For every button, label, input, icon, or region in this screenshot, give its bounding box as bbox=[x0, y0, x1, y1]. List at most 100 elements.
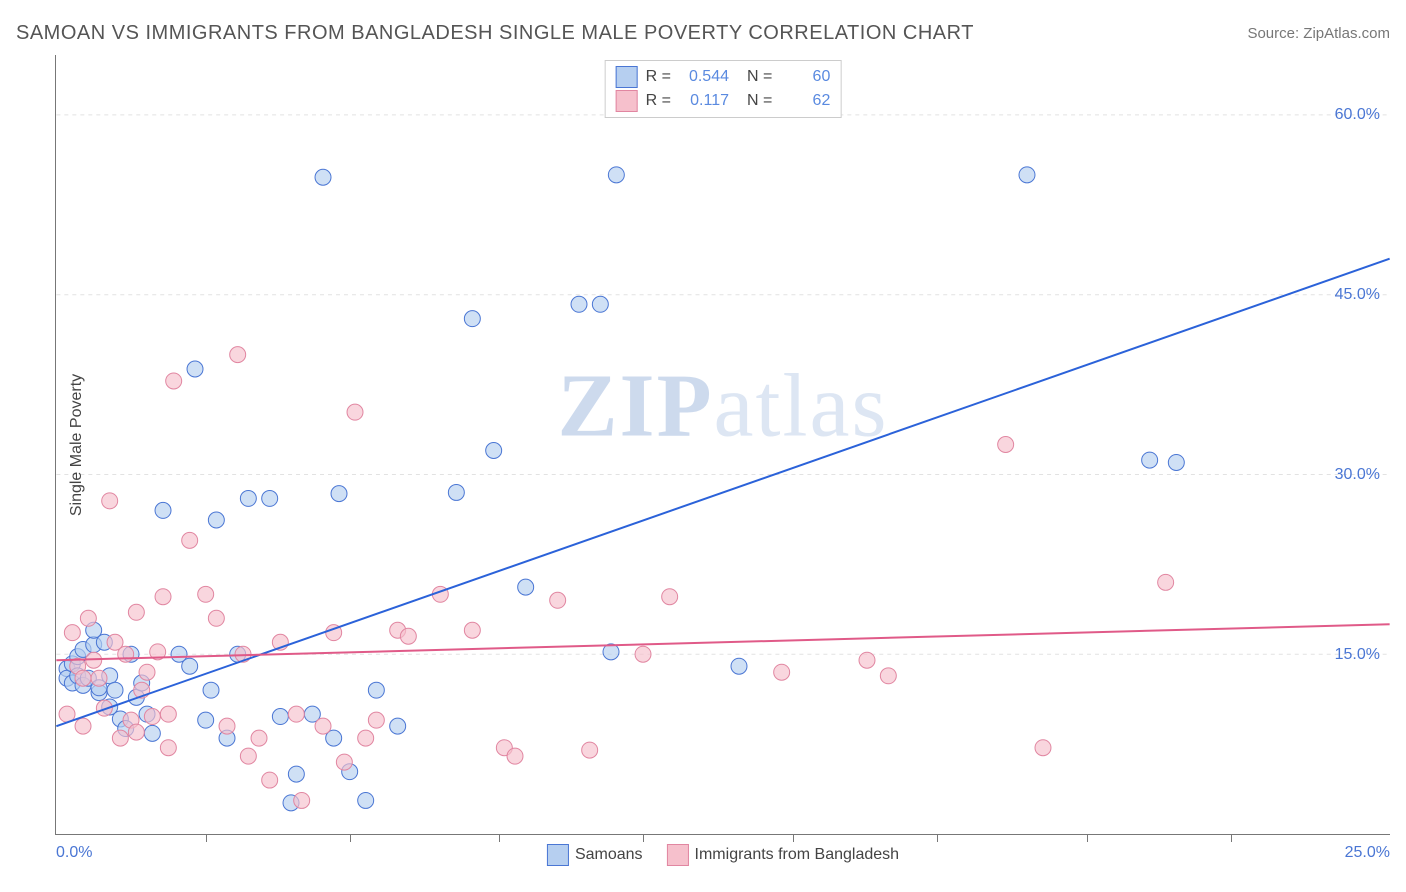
scatter-point-samoans bbox=[358, 792, 374, 808]
scatter-point-samoans bbox=[486, 443, 502, 459]
scatter-point-samoans bbox=[203, 682, 219, 698]
scatter-point-samoans bbox=[731, 658, 747, 674]
trend-line-samoans bbox=[56, 259, 1389, 726]
scatter-point-bangladesh bbox=[208, 610, 224, 626]
scatter-point-bangladesh bbox=[182, 532, 198, 548]
scatter-point-samoans bbox=[448, 484, 464, 500]
scatter-point-bangladesh bbox=[662, 589, 678, 605]
n-value-bangladesh: 62 bbox=[780, 89, 830, 113]
scatter-point-samoans bbox=[187, 361, 203, 377]
scatter-point-bangladesh bbox=[144, 709, 160, 725]
scatter-point-bangladesh bbox=[64, 625, 80, 641]
y-tick-label: 60.0% bbox=[1335, 106, 1380, 124]
scatter-point-bangladesh bbox=[859, 652, 875, 668]
scatter-point-bangladesh bbox=[240, 748, 256, 764]
scatter-point-bangladesh bbox=[262, 772, 278, 788]
scatter-point-bangladesh bbox=[75, 670, 91, 686]
scatter-point-samoans bbox=[1168, 454, 1184, 470]
x-tick-mark bbox=[1231, 834, 1232, 842]
source-attribution: Source: ZipAtlas.com bbox=[1247, 25, 1390, 42]
scatter-point-bangladesh bbox=[880, 668, 896, 684]
x-tick-mark bbox=[1087, 834, 1088, 842]
scatter-point-bangladesh bbox=[139, 664, 155, 680]
scatter-point-samoans bbox=[571, 296, 587, 312]
scatter-point-bangladesh bbox=[358, 730, 374, 746]
scatter-point-samoans bbox=[518, 579, 534, 595]
scatter-point-bangladesh bbox=[198, 586, 214, 602]
scatter-point-bangladesh bbox=[118, 646, 134, 662]
x-tick-mark bbox=[350, 834, 351, 842]
scatter-point-bangladesh bbox=[294, 792, 310, 808]
scatter-point-samoans bbox=[315, 169, 331, 185]
x-origin-label: 0.0% bbox=[56, 844, 92, 862]
y-tick-label: 30.0% bbox=[1335, 466, 1380, 484]
y-axis-label: Single Male Poverty bbox=[68, 373, 86, 515]
scatter-point-samoans bbox=[272, 709, 288, 725]
scatter-point-bangladesh bbox=[128, 604, 144, 620]
swatch-bangladesh-icon bbox=[667, 844, 689, 866]
scatter-point-samoans bbox=[464, 311, 480, 327]
scatter-point-bangladesh bbox=[998, 437, 1014, 453]
scatter-point-samoans bbox=[608, 167, 624, 183]
legend-item-bangladesh: Immigrants from Bangladesh bbox=[667, 844, 900, 866]
scatter-svg bbox=[56, 55, 1390, 834]
r-value-bangladesh: 0.117 bbox=[679, 89, 729, 113]
chart-title: SAMOAN VS IMMIGRANTS FROM BANGLADESH SIN… bbox=[16, 22, 974, 45]
scatter-point-bangladesh bbox=[582, 742, 598, 758]
scatter-point-bangladesh bbox=[400, 628, 416, 644]
scatter-point-bangladesh bbox=[315, 718, 331, 734]
x-end-label: 25.0% bbox=[1345, 844, 1390, 862]
scatter-point-bangladesh bbox=[368, 712, 384, 728]
scatter-point-samoans bbox=[144, 725, 160, 741]
scatter-point-bangladesh bbox=[288, 706, 304, 722]
scatter-point-samoans bbox=[592, 296, 608, 312]
scatter-point-samoans bbox=[1142, 452, 1158, 468]
scatter-point-bangladesh bbox=[155, 589, 171, 605]
scatter-point-bangladesh bbox=[80, 610, 96, 626]
legend-label-bangladesh: Immigrants from Bangladesh bbox=[695, 846, 900, 864]
scatter-point-bangladesh bbox=[166, 373, 182, 389]
scatter-point-bangladesh bbox=[219, 718, 235, 734]
x-tick-mark bbox=[499, 834, 500, 842]
scatter-point-samoans bbox=[198, 712, 214, 728]
swatch-samoans-icon bbox=[616, 66, 638, 88]
series-legend: Samoans Immigrants from Bangladesh bbox=[547, 844, 899, 866]
scatter-point-bangladesh bbox=[1158, 574, 1174, 590]
legend-item-samoans: Samoans bbox=[547, 844, 643, 866]
stats-row-samoans: R = 0.544 N = 60 bbox=[616, 65, 831, 89]
scatter-point-bangladesh bbox=[336, 754, 352, 770]
x-tick-mark bbox=[793, 834, 794, 842]
scatter-point-samoans bbox=[368, 682, 384, 698]
scatter-point-samoans bbox=[182, 658, 198, 674]
scatter-point-bangladesh bbox=[91, 670, 107, 686]
scatter-point-samoans bbox=[240, 490, 256, 506]
scatter-point-bangladesh bbox=[774, 664, 790, 680]
scatter-point-bangladesh bbox=[75, 718, 91, 734]
x-tick-mark bbox=[206, 834, 207, 842]
plot-area: ZIPatlas Single Male Poverty R = 0.544 N… bbox=[55, 55, 1390, 835]
scatter-point-bangladesh bbox=[550, 592, 566, 608]
scatter-point-bangladesh bbox=[160, 740, 176, 756]
scatter-point-bangladesh bbox=[1035, 740, 1051, 756]
scatter-point-bangladesh bbox=[464, 622, 480, 638]
legend-label-samoans: Samoans bbox=[575, 846, 643, 864]
stats-legend: R = 0.544 N = 60 R = 0.117 N = 62 bbox=[605, 60, 842, 118]
r-value-samoans: 0.544 bbox=[679, 65, 729, 89]
scatter-point-samoans bbox=[331, 486, 347, 502]
n-value-samoans: 60 bbox=[780, 65, 830, 89]
scatter-point-bangladesh bbox=[251, 730, 267, 746]
scatter-point-samoans bbox=[288, 766, 304, 782]
scatter-point-samoans bbox=[262, 490, 278, 506]
scatter-point-bangladesh bbox=[347, 404, 363, 420]
scatter-point-samoans bbox=[155, 502, 171, 518]
scatter-point-samoans bbox=[107, 682, 123, 698]
scatter-point-bangladesh bbox=[507, 748, 523, 764]
scatter-point-bangladesh bbox=[112, 730, 128, 746]
scatter-point-samoans bbox=[208, 512, 224, 528]
stats-row-bangladesh: R = 0.117 N = 62 bbox=[616, 89, 831, 113]
scatter-point-samoans bbox=[1019, 167, 1035, 183]
scatter-point-bangladesh bbox=[230, 347, 246, 363]
scatter-point-bangladesh bbox=[635, 646, 651, 662]
scatter-point-bangladesh bbox=[102, 493, 118, 509]
x-tick-mark bbox=[643, 834, 644, 842]
